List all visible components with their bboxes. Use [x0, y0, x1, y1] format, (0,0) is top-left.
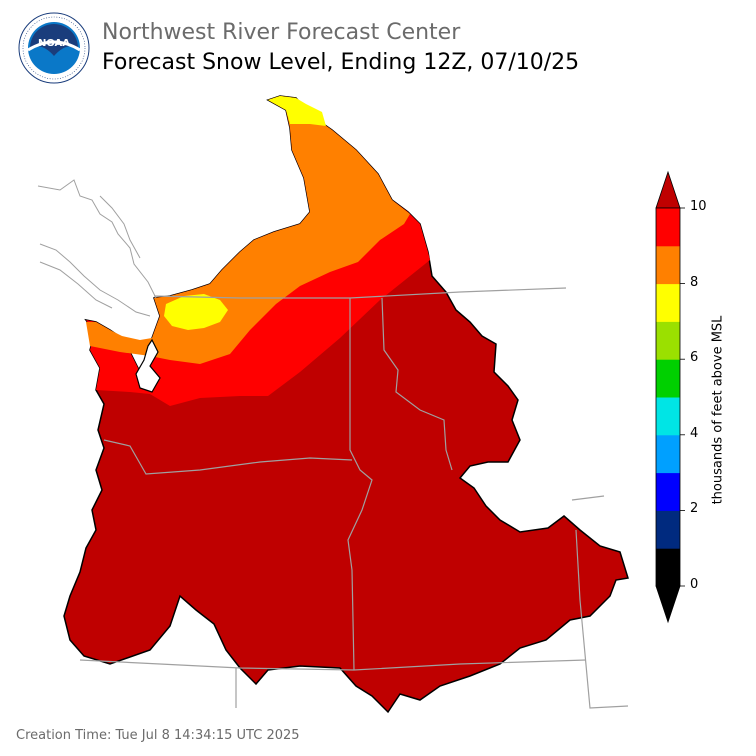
header-org: Northwest River Forecast Center [102, 20, 461, 45]
puget-sound [135, 338, 161, 393]
colorbar-over-triangle [655, 170, 681, 209]
colorbar-segment [656, 283, 680, 322]
colorbar-ticks [680, 207, 685, 587]
colorbar-segment [656, 434, 680, 474]
creation-time: Creation Time: Tue Jul 8 14:34:15 UTC 20… [16, 728, 300, 743]
colorbar [655, 170, 685, 624]
region-yellow-olympics [164, 294, 228, 330]
snow-level-map [37, 95, 629, 714]
colorbar-segment [656, 510, 680, 549]
region-orange [86, 96, 410, 364]
colorbar-segment [656, 208, 680, 247]
colorbar-tick-label: 4 [690, 425, 699, 441]
colorbar-label: thousands of feet above MSL [710, 315, 726, 505]
political-boundaries [79, 287, 629, 709]
colorbar-segments [655, 170, 681, 624]
colorbar-segment [656, 397, 680, 436]
page-title: Forecast Snow Level, Ending 12Z, 07/10/2… [102, 50, 580, 75]
colorbar-segment [656, 472, 680, 511]
colorbar-tick-label: 8 [690, 274, 699, 290]
colorbar-tick-label: 10 [690, 199, 707, 214]
logo-text: NOAA [38, 38, 70, 49]
colorbar-segment [656, 321, 680, 360]
colorbar-under-triangle [655, 585, 681, 624]
noaa-logo-icon: NOAA [18, 12, 90, 84]
colorbar-tick-label: 0 [690, 577, 699, 592]
colorbar-segment [656, 245, 680, 285]
colorbar-segment [656, 548, 680, 587]
colorbar-tick-label: 6 [690, 350, 699, 366]
canada-coastline [37, 179, 157, 317]
colorbar-tick-label: 2 [690, 501, 699, 517]
region-yellow-north [268, 96, 326, 126]
colorbar-segment [656, 359, 680, 398]
